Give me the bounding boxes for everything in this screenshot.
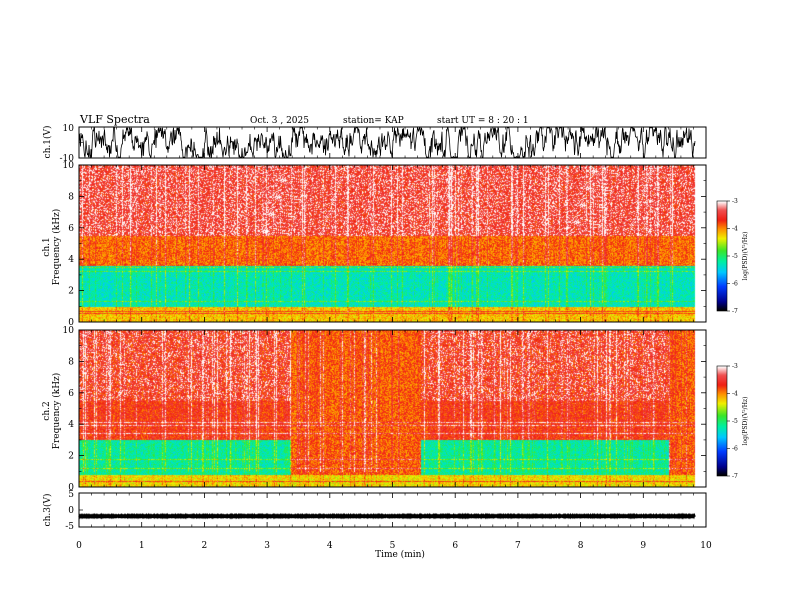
- ch3-waveform-trace: [78, 512, 696, 520]
- colorbar-tick-label: -5: [732, 418, 738, 425]
- ch2-spectrogram-panel: 0 2 4 6 8 10 ch.2 Frequency (kHz): [42, 326, 707, 493]
- ch1-spectrogram-panel: 0 2 4 6 8 10 ch.1 Frequency (kHz): [42, 161, 707, 328]
- ch3-ytick-minus5: -5: [65, 522, 74, 532]
- ch1-spectrogram-image: [79, 165, 706, 322]
- x-tick-label: 3: [264, 541, 270, 551]
- ch2-colorbar-label: log(PSD)(V²/Hz): [742, 397, 749, 446]
- ch3-ytick-0: 0: [68, 506, 74, 516]
- ch2-channel-label: ch.2: [42, 401, 52, 420]
- ch1-frequency-ylabel: Frequency (kHz): [51, 209, 62, 286]
- ch1-ytick-top: 10: [63, 124, 75, 134]
- freq-tick-label: 2: [68, 452, 74, 462]
- x-tick-label: 6: [452, 541, 458, 551]
- x-tick-label: 9: [640, 541, 646, 551]
- ch2-frequency-ylabel: Frequency (kHz): [51, 373, 62, 450]
- x-tick-label: 0: [76, 541, 82, 551]
- x-tick-label: 5: [390, 541, 396, 551]
- freq-tick-label: 6: [68, 224, 74, 234]
- freq-tick-label: 6: [68, 389, 74, 399]
- colorbar-tick-label: -6: [732, 446, 738, 453]
- freq-tick-label: 0: [68, 318, 74, 328]
- x-tick-label: 2: [202, 541, 208, 551]
- start-time-label: start UT = 8 : 20 : 1: [437, 116, 529, 126]
- ch1-colorbar-gradient: [717, 201, 727, 311]
- colorbar-tick-label: -6: [732, 281, 738, 288]
- ch2-spectrogram-image: [79, 330, 706, 487]
- freq-tick-label: 4: [68, 420, 74, 430]
- freq-tick-label: 10: [63, 161, 75, 171]
- x-tick-label: 8: [578, 541, 584, 551]
- ch1-colorbar-label: log(PSD)(V²/Hz): [742, 232, 749, 281]
- x-tick-label: 10: [700, 541, 712, 551]
- colorbar-tick-label: -7: [732, 473, 738, 480]
- freq-tick-label: 8: [68, 192, 74, 202]
- freq-tick-label: 8: [68, 357, 74, 367]
- ch1-colorbar: -3 -4 -5 -6 -7 log(PSD)(V²/Hz): [716, 198, 749, 315]
- colorbar-tick-label: -7: [732, 308, 738, 315]
- station-label: station= KAP: [343, 116, 404, 126]
- ch1-ytick-bottom: -10: [60, 154, 75, 164]
- figure-title: VLF Spectra: [79, 113, 150, 126]
- x-tick-label: 1: [139, 541, 145, 551]
- x-axis-tick-labels: 0 1 2 3 4 5 6 7 8 9 10: [76, 541, 712, 551]
- x-axis-ticks: [78, 126, 707, 528]
- colorbar-tick-label: -5: [732, 253, 738, 260]
- freq-tick-label: 0: [68, 483, 74, 493]
- x-tick-label: 7: [515, 541, 521, 551]
- colorbar-tick-label: -4: [732, 391, 738, 398]
- ch2-colorbar-gradient: [717, 366, 727, 476]
- ch2-colorbar: -3 -4 -5 -6 -7 log(PSD)(V²/Hz): [716, 363, 749, 480]
- x-axis-label: Time (min): [375, 549, 425, 560]
- colorbar-tick-label: -3: [732, 198, 738, 205]
- ch1-waveform-ylabel: ch.1(V): [42, 126, 53, 159]
- date-label: Oct. 3 , 2025: [250, 116, 309, 126]
- freq-tick-label: 4: [68, 255, 74, 265]
- x-tick-label: 4: [327, 541, 333, 551]
- colorbar-tick-label: -3: [732, 363, 738, 370]
- freq-tick-label: 2: [68, 287, 74, 297]
- ch1-channel-label: ch.1: [42, 237, 52, 256]
- colorbar-tick-label: -4: [732, 226, 738, 233]
- ch1-waveform-trace: [78, 126, 696, 159]
- ch3-ytick-5: 5: [68, 490, 74, 500]
- ch3-waveform-ylabel: ch.3(V): [42, 494, 53, 527]
- freq-tick-label: 10: [63, 326, 75, 336]
- ch3-waveform-frame: [78, 492, 707, 528]
